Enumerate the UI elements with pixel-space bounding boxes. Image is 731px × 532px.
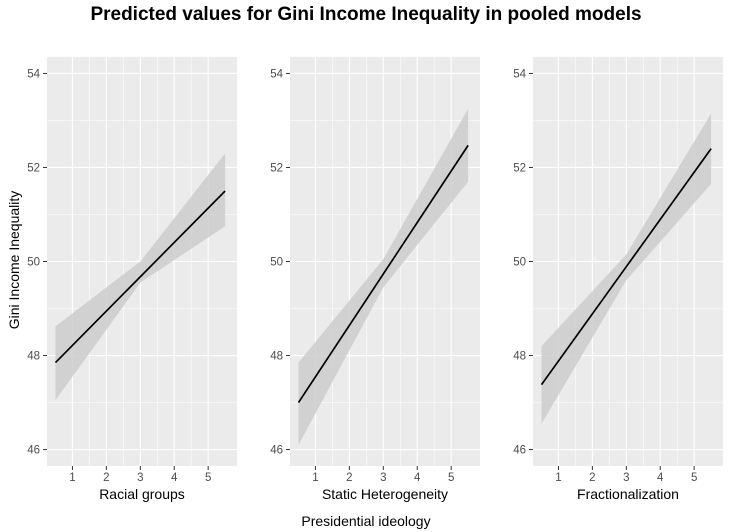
x-tick-label: 5 bbox=[691, 472, 697, 484]
x-axis-label: Fractionalization bbox=[577, 486, 679, 502]
y-tick-label: 54 bbox=[270, 68, 283, 80]
shared-x-axis-label: Presidential ideology bbox=[301, 513, 430, 529]
x-tick-label: 5 bbox=[205, 472, 211, 484]
y-tick-label: 46 bbox=[27, 445, 40, 457]
y-tick-label: 46 bbox=[513, 445, 526, 457]
panel-3: 46 48 50 52 54 1 2 3 4 5 Fractionalization bbox=[513, 57, 723, 502]
x-tick-label: 1 bbox=[555, 472, 561, 484]
chart-title: Predicted values for Gini Income Inequal… bbox=[90, 4, 641, 25]
confidence-ribbon bbox=[298, 108, 469, 445]
x-axis-label: Static Heterogeneity bbox=[322, 486, 448, 502]
y-tick-label: 48 bbox=[27, 351, 40, 363]
fitted-line bbox=[297, 144, 469, 404]
x-tick-label: 4 bbox=[414, 472, 421, 484]
confidence-ribbon bbox=[541, 113, 712, 424]
y-tick-label: 52 bbox=[513, 162, 526, 174]
x-tick-label: 2 bbox=[103, 472, 109, 484]
y-tick-label: 54 bbox=[513, 68, 526, 80]
y-tick-label: 52 bbox=[27, 162, 40, 174]
panel-1: 46 48 50 52 54 1 2 3 4 5 Racial groups bbox=[27, 57, 237, 502]
x-tick-label: 5 bbox=[448, 472, 454, 484]
y-tick-label: 50 bbox=[513, 257, 526, 269]
x-tick-label: 1 bbox=[69, 472, 75, 484]
x-tick-label: 2 bbox=[589, 472, 595, 484]
y-tick-label: 46 bbox=[270, 445, 283, 457]
y-tick-label: 48 bbox=[513, 351, 526, 363]
y-tick-label: 50 bbox=[270, 257, 283, 269]
x-tick-label: 2 bbox=[346, 472, 352, 484]
x-axis-label: Racial groups bbox=[99, 486, 185, 502]
shared-y-axis-label: Gini Income Inequality bbox=[6, 191, 22, 330]
x-tick-label: 3 bbox=[623, 472, 629, 484]
fitted-line bbox=[54, 190, 226, 364]
x-tick-label: 4 bbox=[657, 472, 664, 484]
y-tick-label: 48 bbox=[270, 351, 283, 363]
y-tick-label: 54 bbox=[27, 68, 40, 80]
fitted-line bbox=[540, 148, 712, 386]
x-tick-label: 1 bbox=[312, 472, 318, 484]
x-tick-label: 4 bbox=[171, 472, 178, 484]
x-tick-label: 3 bbox=[380, 472, 386, 484]
y-tick-label: 52 bbox=[270, 162, 283, 174]
x-tick-label: 3 bbox=[137, 472, 143, 484]
y-tick-label: 50 bbox=[27, 257, 40, 269]
